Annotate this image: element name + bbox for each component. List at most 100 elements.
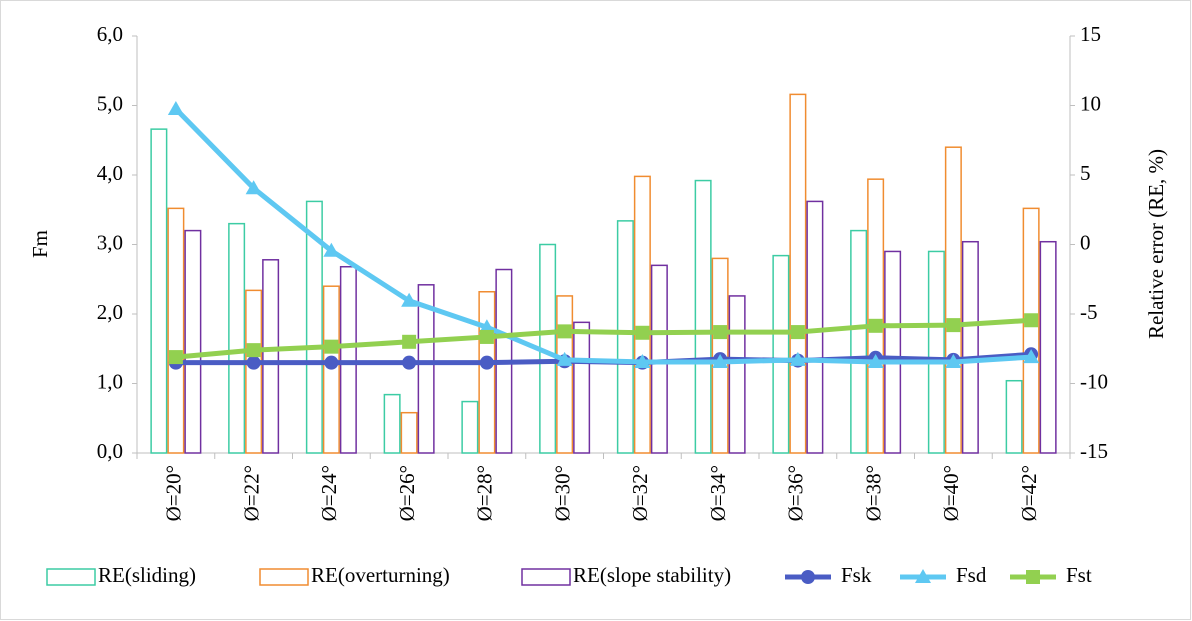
y2-tick-label: -5 bbox=[1080, 300, 1098, 324]
y2-tick-label: 10 bbox=[1080, 91, 1101, 115]
legend-swatch bbox=[259, 568, 309, 586]
x-tick-label: Ø=24° bbox=[317, 465, 341, 521]
point bbox=[801, 570, 815, 584]
bar bbox=[944, 146, 962, 454]
y2-tick-label: 5 bbox=[1080, 161, 1091, 185]
point bbox=[946, 318, 961, 333]
point bbox=[246, 355, 261, 370]
y-tick-label: 1,0 bbox=[97, 369, 123, 393]
bar bbox=[383, 393, 401, 454]
x-tick-label: Ø=32° bbox=[628, 465, 652, 521]
y-tick-label: 2,0 bbox=[97, 300, 123, 324]
point bbox=[168, 350, 183, 365]
x-tick-label: Ø=20° bbox=[162, 465, 186, 521]
legend-label: RE(slope stability) bbox=[573, 563, 731, 587]
y-tick-label: 4,0 bbox=[97, 161, 123, 185]
x-tick-label: Ø=40° bbox=[939, 465, 963, 521]
legend-swatch bbox=[521, 568, 571, 586]
point bbox=[324, 339, 339, 354]
x-tick-label: Ø=38° bbox=[861, 465, 885, 521]
y-tick-label: 6,0 bbox=[97, 22, 123, 46]
point bbox=[1023, 349, 1040, 364]
bar bbox=[262, 259, 280, 454]
y2-tick-label: -10 bbox=[1080, 369, 1108, 393]
point bbox=[401, 292, 418, 307]
point bbox=[324, 355, 339, 370]
bar bbox=[927, 250, 945, 454]
bar bbox=[245, 289, 263, 454]
x-tick-label: Ø=22° bbox=[239, 465, 263, 521]
point bbox=[1026, 570, 1040, 584]
point bbox=[478, 319, 495, 334]
point bbox=[479, 329, 494, 344]
bar bbox=[150, 128, 168, 454]
bar bbox=[167, 207, 185, 454]
legend-label: RE(overturning) bbox=[311, 563, 450, 587]
bar bbox=[633, 175, 651, 454]
point bbox=[712, 353, 729, 368]
bar bbox=[1005, 379, 1023, 454]
x-tick-label: Ø=36° bbox=[784, 465, 808, 521]
line bbox=[174, 107, 1032, 365]
point bbox=[790, 325, 805, 340]
bar bbox=[417, 284, 435, 454]
point bbox=[479, 355, 494, 370]
point bbox=[245, 180, 262, 195]
x-tick-label: Ø=30° bbox=[550, 465, 574, 521]
bar bbox=[228, 222, 246, 454]
bar bbox=[694, 179, 712, 454]
bar bbox=[461, 400, 479, 454]
bar bbox=[711, 257, 729, 454]
x-tick-label: Ø=34° bbox=[706, 465, 730, 521]
point bbox=[945, 353, 962, 368]
bar bbox=[184, 229, 202, 454]
bar bbox=[728, 295, 746, 454]
bar bbox=[616, 220, 634, 454]
bar bbox=[400, 411, 418, 454]
point bbox=[1024, 313, 1039, 328]
point bbox=[867, 353, 884, 368]
y2-tick-label: 0 bbox=[1080, 230, 1091, 254]
bar bbox=[478, 291, 496, 454]
y-axis-label: Fm bbox=[28, 230, 52, 258]
bar bbox=[961, 240, 979, 454]
bar bbox=[1039, 240, 1057, 454]
point bbox=[634, 353, 651, 368]
bar bbox=[305, 200, 323, 454]
legend-label: Fsd bbox=[956, 563, 987, 587]
legend-label: Fsk bbox=[841, 563, 872, 587]
y-tick-label: 3,0 bbox=[97, 230, 123, 254]
point bbox=[323, 242, 340, 257]
x-tick-label: Ø=42° bbox=[1017, 465, 1041, 521]
y2-tick-label: -15 bbox=[1080, 439, 1108, 463]
bar bbox=[1022, 207, 1040, 454]
bar bbox=[850, 229, 868, 454]
legend-swatch bbox=[46, 568, 96, 586]
point bbox=[868, 318, 883, 333]
y-tick-label: 0,0 bbox=[97, 439, 123, 463]
point bbox=[557, 324, 572, 339]
bar bbox=[789, 93, 807, 454]
bar bbox=[884, 250, 902, 454]
line bbox=[175, 317, 1032, 360]
x-tick-label: Ø=28° bbox=[473, 465, 497, 521]
bar bbox=[772, 254, 790, 454]
bar bbox=[339, 265, 357, 454]
y-tick-label: 5,0 bbox=[97, 91, 123, 115]
bar bbox=[867, 178, 885, 454]
bar bbox=[322, 285, 340, 454]
point bbox=[246, 343, 261, 358]
point bbox=[713, 325, 728, 340]
point bbox=[402, 334, 417, 349]
bar bbox=[806, 200, 824, 454]
point bbox=[789, 351, 806, 366]
point bbox=[635, 325, 650, 340]
legend-label: RE(sliding) bbox=[98, 563, 196, 587]
bar bbox=[556, 295, 574, 454]
point bbox=[167, 100, 184, 115]
y2-tick-label: 15 bbox=[1080, 22, 1101, 46]
point bbox=[915, 569, 931, 583]
